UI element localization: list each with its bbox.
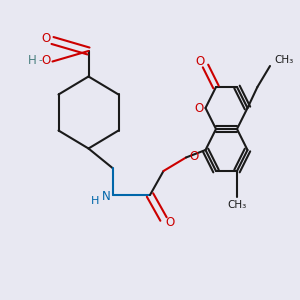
Text: O: O	[196, 55, 205, 68]
Text: CH₃: CH₃	[227, 200, 247, 211]
Text: -: -	[38, 55, 42, 65]
Text: CH₃: CH₃	[274, 55, 294, 65]
Text: O: O	[42, 32, 51, 46]
Text: H: H	[28, 53, 37, 67]
Text: N: N	[102, 190, 111, 203]
Text: O: O	[42, 53, 51, 67]
Text: O: O	[194, 101, 203, 115]
Text: H: H	[91, 196, 100, 206]
Text: O: O	[166, 216, 175, 229]
Text: O: O	[189, 150, 198, 163]
